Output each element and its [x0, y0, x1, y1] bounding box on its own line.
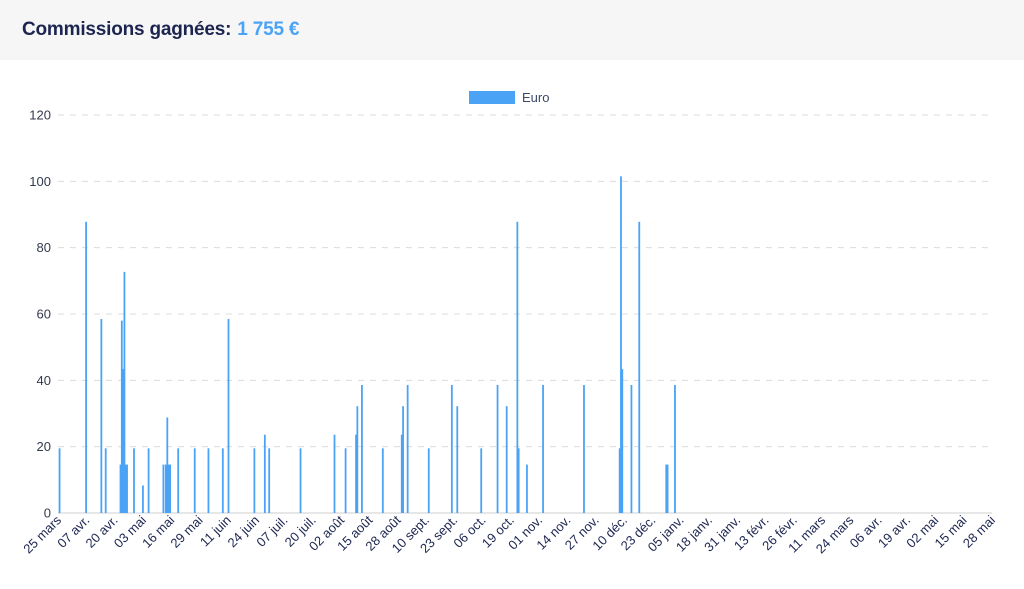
bars-layer	[58, 176, 676, 513]
y-tick-label: 120	[29, 108, 51, 123]
bar[interactable]	[169, 464, 172, 513]
bar[interactable]	[120, 320, 123, 513]
bar[interactable]	[356, 406, 359, 513]
bar[interactable]	[221, 448, 224, 513]
bar[interactable]	[402, 406, 404, 513]
x-tick-label: 24 juin	[225, 513, 263, 551]
x-tick-label: 29 mai	[167, 512, 205, 550]
bar[interactable]	[167, 464, 170, 513]
bar[interactable]	[381, 448, 384, 513]
bar[interactable]	[85, 221, 88, 513]
bar[interactable]	[263, 434, 266, 513]
legend-swatch[interactable]	[469, 91, 515, 104]
bar[interactable]	[126, 464, 128, 513]
commissions-amount: 1 755 €	[237, 19, 300, 40]
y-tick-label: 100	[29, 174, 51, 189]
commissions-label: Commissions gagnées:	[22, 19, 232, 40]
bar[interactable]	[621, 369, 624, 513]
bar[interactable]	[480, 448, 483, 513]
bar[interactable]	[299, 448, 302, 513]
bar[interactable]	[58, 448, 61, 513]
bar[interactable]	[630, 384, 633, 513]
bar[interactable]	[542, 384, 544, 513]
legend[interactable]: Euro	[469, 90, 549, 105]
bar[interactable]	[177, 448, 180, 513]
bar[interactable]	[361, 384, 363, 513]
bar[interactable]	[456, 406, 459, 513]
y-tick-label: 0	[44, 506, 51, 521]
header-bar: Commissions gagnées: 1 755 €	[0, 0, 1024, 60]
bar[interactable]	[406, 384, 409, 513]
bar[interactable]	[162, 464, 165, 513]
y-tick-label: 80	[37, 240, 51, 255]
x-tick-label: 25 mars	[20, 512, 64, 556]
grid-layer	[58, 114, 992, 514]
bar[interactable]	[516, 221, 519, 513]
bar[interactable]	[674, 384, 676, 513]
bar[interactable]	[104, 448, 107, 513]
bar[interactable]	[333, 434, 336, 513]
bar[interactable]	[427, 448, 430, 513]
x-tick-label: 28 mai	[960, 512, 998, 550]
bar[interactable]	[147, 448, 150, 513]
bar[interactable]	[227, 318, 230, 513]
bar[interactable]	[119, 464, 122, 513]
bar[interactable]	[666, 464, 669, 513]
bar[interactable]	[133, 448, 135, 513]
bar[interactable]	[164, 464, 167, 513]
bar[interactable]	[166, 417, 169, 513]
bar[interactable]	[638, 221, 641, 513]
x-tick-label: 07 juil.	[253, 513, 290, 550]
bar[interactable]	[526, 464, 528, 513]
bar[interactable]	[496, 384, 499, 513]
bar[interactable]	[207, 448, 210, 513]
bar[interactable]	[142, 485, 144, 513]
bar[interactable]	[665, 464, 668, 513]
bar[interactable]	[123, 271, 126, 513]
commissions-title: Commissions gagnées: 1 755 €	[22, 19, 299, 41]
bar[interactable]	[450, 384, 453, 513]
y-tick-label: 40	[37, 373, 51, 388]
legend-label[interactable]: Euro	[522, 90, 549, 105]
chart-area: 0 20 40 60 80 100 120 25 mars 07 avr. 20 avr. 03 …	[0, 60, 1024, 589]
bar[interactable]	[122, 369, 125, 513]
bar[interactable]	[124, 464, 127, 513]
bar[interactable]	[583, 384, 585, 513]
bar[interactable]	[618, 448, 621, 513]
y-tick-label: 60	[37, 307, 51, 322]
bar[interactable]	[517, 448, 520, 513]
bar[interactable]	[100, 318, 103, 513]
bar[interactable]	[355, 434, 357, 513]
bar[interactable]	[505, 406, 508, 513]
bar[interactable]	[344, 448, 347, 513]
bar[interactable]	[400, 434, 403, 513]
y-tick-label: 20	[37, 439, 51, 454]
bar[interactable]	[620, 176, 622, 513]
bar[interactable]	[253, 448, 256, 513]
y-axis: 0 20 40 60 80 100 120	[29, 108, 51, 521]
bar[interactable]	[193, 448, 196, 513]
bar[interactable]	[268, 448, 271, 513]
